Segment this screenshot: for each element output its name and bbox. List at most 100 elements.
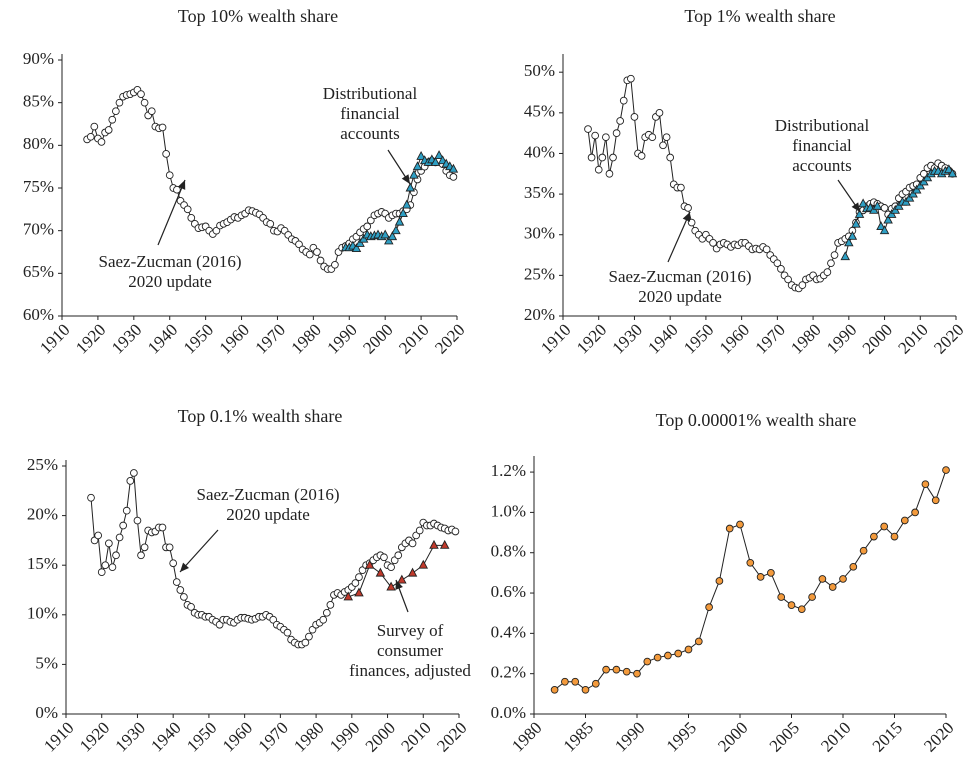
x-tick-label: 1970 xyxy=(254,718,291,755)
marker xyxy=(105,539,113,548)
chart-title: Top 1% wealth share xyxy=(684,6,835,26)
marker xyxy=(619,96,628,105)
arrow-head xyxy=(177,180,186,190)
marker xyxy=(622,667,631,676)
marker xyxy=(90,122,99,131)
marker xyxy=(571,677,580,686)
x-tick-label: 1960 xyxy=(216,320,253,357)
marker xyxy=(301,638,310,647)
y-tick-label: 25% xyxy=(27,455,58,474)
marker xyxy=(947,168,958,178)
y-tick-label: 5% xyxy=(35,653,58,672)
x-tick-label: 1990 xyxy=(323,320,360,357)
marker xyxy=(684,645,693,654)
marker xyxy=(655,108,664,117)
marker xyxy=(108,115,117,124)
annotation: Distributional xyxy=(775,116,870,135)
y-tick-label: 85% xyxy=(23,92,54,111)
marker xyxy=(112,551,120,560)
chart-title: Top 0.1% wealth share xyxy=(178,406,343,426)
marker xyxy=(415,526,424,535)
marker xyxy=(550,685,559,694)
marker xyxy=(112,107,120,116)
marker xyxy=(883,214,893,224)
marker xyxy=(797,605,806,614)
x-tick-label: 1940 xyxy=(144,320,181,357)
marker xyxy=(162,150,170,158)
x-tick-label: 1980 xyxy=(508,718,545,755)
y-tick-label: 45% xyxy=(524,102,555,121)
marker xyxy=(354,587,364,597)
annotation: accounts xyxy=(340,124,399,143)
annotation: 2020 update xyxy=(128,272,212,291)
marker xyxy=(715,577,724,585)
marker xyxy=(890,532,899,541)
marker xyxy=(677,183,685,192)
marker xyxy=(659,141,667,150)
arrow-head xyxy=(682,212,691,222)
marker xyxy=(358,233,369,243)
marker xyxy=(409,169,419,179)
y-tick-label: 0% xyxy=(35,703,58,722)
marker xyxy=(158,523,167,532)
marker xyxy=(777,593,786,601)
x-tick-label: 2010 xyxy=(395,320,432,357)
y-tick-label: 20% xyxy=(27,505,58,524)
marker xyxy=(787,601,796,609)
marker xyxy=(876,221,886,231)
marker xyxy=(827,259,835,268)
marker xyxy=(637,152,646,160)
marker xyxy=(326,601,335,609)
marker xyxy=(386,581,396,591)
annotation: financial xyxy=(792,136,852,155)
marker xyxy=(612,665,621,674)
marker xyxy=(844,237,854,247)
marker xyxy=(609,153,617,162)
x-tick-label: 1990 xyxy=(326,718,363,755)
marker xyxy=(851,218,861,228)
marker xyxy=(674,649,683,658)
marker xyxy=(165,543,174,552)
x-tick-label: 2000 xyxy=(359,320,396,357)
marker xyxy=(187,214,196,222)
marker xyxy=(408,539,417,548)
marker xyxy=(449,173,458,181)
marker xyxy=(364,559,375,569)
marker xyxy=(398,208,408,218)
marker xyxy=(439,539,450,549)
x-tick-label: 1950 xyxy=(180,320,217,357)
marker xyxy=(87,493,95,502)
marker xyxy=(418,559,429,569)
marker xyxy=(187,603,195,611)
marker xyxy=(581,685,590,694)
marker xyxy=(380,553,388,562)
marker xyxy=(108,563,117,572)
marker xyxy=(944,164,954,174)
marker xyxy=(94,531,103,540)
marker xyxy=(86,132,95,141)
marker xyxy=(705,603,713,612)
annotation: accounts xyxy=(792,156,851,175)
marker xyxy=(854,208,865,218)
marker xyxy=(140,98,149,107)
marker xyxy=(322,608,331,617)
annotation-arrow xyxy=(157,179,186,246)
marker xyxy=(212,226,221,235)
marker xyxy=(840,251,850,261)
y-tick-label: 20% xyxy=(524,305,555,324)
x-tick-label: 1985 xyxy=(560,718,597,755)
annotation: 2020 update xyxy=(638,287,722,306)
marker xyxy=(777,265,785,273)
marker xyxy=(104,126,113,134)
marker xyxy=(97,568,106,576)
y-tick-label: 25% xyxy=(524,264,555,283)
marker xyxy=(684,204,692,212)
y-tick-label: 70% xyxy=(23,220,54,239)
x-tick-label: 1940 xyxy=(644,320,681,357)
chart-title: Top 0.00001% wealth share xyxy=(656,410,857,430)
annotation-arrow xyxy=(179,529,219,573)
x-tick-label: 1980 xyxy=(290,718,327,755)
marker xyxy=(630,113,639,121)
annotation: Saez-Zucman (2016) xyxy=(98,252,241,271)
